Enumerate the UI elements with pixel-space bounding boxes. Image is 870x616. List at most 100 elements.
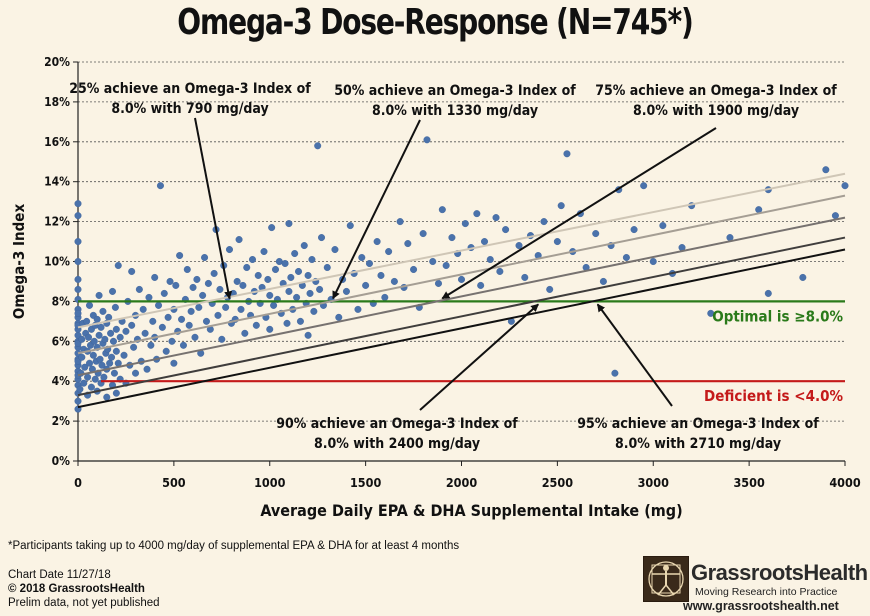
data-point	[557, 202, 565, 210]
data-point	[170, 359, 178, 367]
data-point	[112, 347, 120, 355]
data-point	[107, 329, 115, 337]
data-point	[659, 222, 667, 230]
data-point	[486, 256, 494, 264]
x-tick-label: 1000	[254, 475, 285, 490]
annotation-text: 90% achieve an Omega-3 Index of	[276, 416, 518, 432]
data-point	[112, 389, 120, 397]
y-tick-label: 4%	[52, 374, 71, 388]
annotations: 25% achieve an Omega-3 Index of 8.0% with…	[69, 81, 837, 452]
data-point	[202, 317, 210, 325]
data-point	[458, 275, 466, 283]
percentile-line-75	[77, 216, 846, 377]
data-point	[410, 265, 418, 273]
data-point	[429, 258, 437, 266]
x-tick-label: 1500	[350, 475, 381, 490]
data-point	[214, 311, 222, 319]
data-point	[147, 341, 155, 349]
data-point	[111, 303, 119, 311]
data-point	[521, 273, 529, 281]
data-point	[385, 248, 393, 256]
data-point	[272, 265, 280, 273]
data-point	[342, 287, 350, 295]
data-point	[335, 313, 343, 321]
x-tick-label: 500	[162, 475, 186, 490]
data-point	[264, 275, 272, 283]
x-tick-label: 0	[74, 475, 82, 490]
data-point	[473, 210, 481, 218]
data-point	[193, 275, 201, 283]
data-point	[396, 218, 404, 226]
data-point	[799, 273, 807, 281]
data-point	[158, 323, 166, 331]
y-tick-label: 10%	[44, 255, 70, 269]
data-point	[166, 277, 174, 285]
data-point	[93, 315, 101, 323]
data-point	[204, 279, 212, 287]
data-point	[316, 285, 324, 293]
data-point	[831, 212, 839, 220]
data-point	[143, 365, 151, 373]
data-point	[404, 240, 412, 248]
data-point	[331, 246, 339, 254]
data-point	[91, 375, 99, 383]
y-tick-label: 16%	[44, 135, 70, 149]
y-tick-label: 18%	[44, 95, 70, 109]
data-point	[80, 379, 88, 387]
data-point	[308, 256, 316, 264]
data-point	[81, 363, 89, 371]
data-point	[252, 321, 260, 329]
data-point	[268, 224, 276, 232]
data-point	[592, 230, 600, 238]
data-point	[210, 269, 218, 277]
data-point	[461, 220, 469, 228]
data-point	[86, 301, 94, 309]
data-point	[640, 182, 648, 190]
data-point	[707, 309, 715, 317]
copyright: © 2018 GrassrootsHealth	[8, 583, 145, 595]
data-point	[130, 343, 138, 351]
axes: 0% 2% 4% 6% 8% 10% 12% 14% 16% 18% 20% 0 500 1000 1500…	[44, 55, 861, 490]
data-point	[295, 267, 303, 275]
data-point	[189, 283, 197, 291]
annotation-p75: 75% achieve an Omega-3 Index of 8.0% with…	[441, 83, 837, 300]
data-point	[293, 293, 301, 301]
axis-labels: Average Daily EPA & DHA Supplemental Int…	[10, 204, 683, 520]
data-point	[155, 301, 163, 309]
data-point	[243, 263, 251, 271]
chart-date: Chart Date 11/27/18	[8, 569, 111, 581]
data-point	[630, 226, 638, 234]
brand-tagline: Moving Research into Practice	[695, 586, 838, 598]
data-point	[515, 242, 523, 250]
annotation-arrow	[332, 119, 421, 300]
data-point	[76, 385, 84, 393]
data-point	[105, 313, 113, 321]
data-point	[235, 236, 243, 244]
x-axis-title: Average Daily EPA & DHA Supplemental Int…	[260, 501, 682, 520]
data-point	[239, 281, 247, 289]
data-point	[365, 259, 373, 267]
annotation-text: 75% achieve an Omega-3 Index of	[595, 83, 837, 99]
annotation-text: 25% achieve an Omega-3 Index of	[69, 81, 311, 97]
data-point	[285, 287, 293, 295]
data-point	[97, 323, 105, 331]
data-point	[241, 329, 249, 337]
data-point	[270, 301, 278, 309]
data-point	[149, 317, 157, 325]
y-tick-label: 2%	[52, 414, 71, 428]
data-point	[266, 325, 274, 333]
data-point	[139, 305, 147, 313]
data-point	[74, 238, 82, 246]
data-point	[176, 252, 184, 260]
prelim-note: Prelim data, not yet published	[8, 597, 160, 609]
brand-name: GrassrootsHealth	[691, 560, 868, 585]
brand-url[interactable]: www.grassrootshealth.net	[683, 599, 839, 613]
data-point	[114, 261, 122, 269]
data-point	[266, 291, 274, 299]
data-point	[83, 317, 91, 325]
data-point	[496, 267, 504, 275]
annotation-arrow	[441, 127, 717, 300]
percentile-line-50	[77, 194, 846, 355]
data-points	[74, 136, 849, 413]
data-point	[195, 303, 203, 311]
